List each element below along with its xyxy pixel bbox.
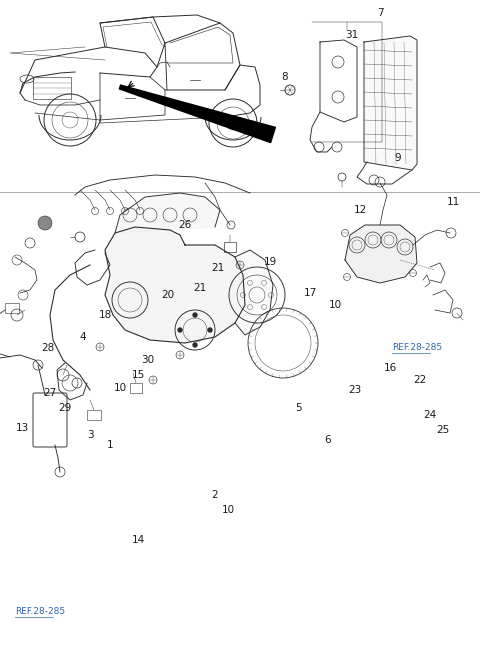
Text: 3: 3 [87,430,93,440]
Text: 6: 6 [324,435,331,445]
Text: 8: 8 [282,72,288,82]
Text: 21: 21 [211,263,225,273]
Text: 23: 23 [348,385,361,395]
Text: 7: 7 [377,8,384,18]
Text: 14: 14 [132,535,144,545]
Text: 20: 20 [161,290,175,300]
Text: 1: 1 [107,440,113,450]
Text: 30: 30 [142,355,155,365]
Text: 25: 25 [436,425,450,435]
Circle shape [178,328,182,332]
Text: 12: 12 [353,205,367,215]
Text: 2: 2 [212,490,218,500]
Text: 9: 9 [395,153,401,163]
Text: 24: 24 [423,410,437,420]
Text: 10: 10 [328,300,342,310]
Circle shape [193,343,197,347]
Bar [5,303,19,313]
Polygon shape [105,227,245,343]
Circle shape [38,216,52,230]
Text: 27: 27 [43,388,57,398]
Polygon shape [120,85,276,143]
Bar [87,410,101,420]
Text: 22: 22 [413,375,427,385]
Text: 26: 26 [179,220,192,230]
Circle shape [193,313,197,317]
Text: 18: 18 [98,310,112,320]
Circle shape [208,328,212,332]
Polygon shape [345,225,417,283]
Text: 15: 15 [132,370,144,380]
Text: 10: 10 [113,383,127,393]
Text: 28: 28 [41,343,55,353]
Polygon shape [364,36,417,170]
Bar [224,242,236,252]
Text: 5: 5 [295,403,301,413]
Polygon shape [115,193,220,233]
Bar [130,383,142,393]
Text: REF.28-285: REF.28-285 [392,343,442,352]
Text: 13: 13 [15,423,29,433]
Text: 10: 10 [221,505,235,515]
Text: 4: 4 [80,332,86,342]
Text: 21: 21 [193,283,206,293]
Text: 29: 29 [59,403,72,413]
Text: 31: 31 [346,30,359,40]
Text: 11: 11 [446,197,460,207]
Text: 19: 19 [264,257,276,267]
Text: 16: 16 [384,363,396,373]
Text: REF.28-285: REF.28-285 [15,607,65,617]
Text: 17: 17 [303,288,317,298]
Bar [33,77,71,99]
FancyBboxPatch shape [33,393,67,447]
Polygon shape [235,250,273,335]
